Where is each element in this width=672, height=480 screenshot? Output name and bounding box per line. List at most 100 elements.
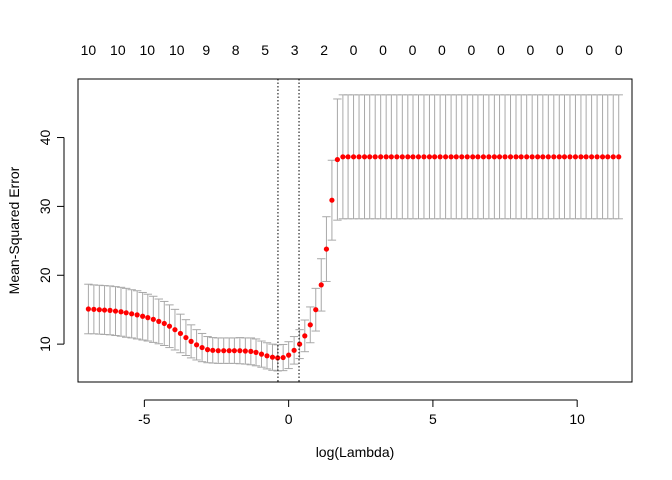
data-point	[594, 154, 600, 160]
data-point	[399, 154, 405, 160]
x-axis: -5 0 5 10	[138, 399, 585, 427]
data-point	[193, 342, 200, 348]
plot-frame	[77, 78, 633, 383]
data-point	[415, 154, 422, 160]
data-point	[340, 154, 346, 160]
data-point	[616, 154, 622, 160]
data-point	[491, 154, 497, 160]
data-point	[448, 154, 454, 160]
data-point	[123, 310, 129, 316]
data-point	[361, 154, 368, 160]
data-point	[118, 309, 124, 315]
data-point	[437, 154, 443, 160]
top-axis-label: 9	[202, 42, 210, 58]
data-point	[518, 154, 524, 160]
data-point	[480, 154, 487, 160]
data-point	[502, 154, 508, 160]
data-point	[96, 307, 102, 313]
data-point	[177, 330, 184, 337]
data-point	[432, 154, 438, 160]
data-point	[426, 154, 433, 160]
top-axis-label: 10	[110, 42, 126, 58]
x-tick-label: 10	[569, 411, 585, 427]
data-point	[183, 334, 189, 341]
top-axis-label: 0	[615, 42, 623, 58]
data-point	[556, 154, 562, 160]
data-point	[350, 154, 357, 160]
data-point	[275, 355, 281, 361]
data-point	[475, 154, 481, 160]
data-point	[297, 341, 303, 347]
data-point	[507, 154, 514, 160]
data-point	[513, 154, 519, 160]
data-point	[242, 348, 248, 354]
data-point	[204, 347, 211, 353]
x-axis-title: log(Lambda)	[316, 444, 395, 460]
data-point	[372, 154, 378, 160]
data-point	[313, 307, 319, 313]
data-point	[589, 154, 595, 160]
data-point	[286, 352, 292, 358]
data-point	[221, 348, 227, 354]
top-axis-labels: 10 10 10 10 9 8 5 3 2 0 0 0 0 0 0 0 0 0 0	[81, 42, 623, 58]
data-point	[85, 306, 91, 312]
data-point	[134, 312, 140, 318]
data-point	[610, 154, 616, 160]
data-points	[85, 154, 622, 361]
data-point	[129, 311, 135, 317]
data-point	[329, 197, 335, 203]
x-tick-label: -5	[138, 411, 151, 427]
data-point	[567, 154, 573, 160]
data-point	[388, 154, 394, 160]
data-point	[264, 353, 270, 359]
data-point	[496, 154, 503, 160]
data-point	[410, 154, 416, 160]
top-axis-label: 0	[438, 42, 446, 58]
data-point	[237, 348, 243, 354]
data-point	[140, 313, 146, 319]
top-axis-label: 3	[291, 42, 299, 58]
top-axis-label: 0	[379, 42, 387, 58]
top-axis-label: 0	[556, 42, 564, 58]
y-tick-label: 10	[37, 336, 53, 352]
data-point	[112, 308, 119, 314]
data-point	[150, 316, 156, 322]
data-point	[323, 246, 330, 252]
data-point	[486, 154, 492, 160]
top-axis-label: 0	[409, 42, 417, 58]
data-point	[535, 154, 541, 160]
data-point	[231, 348, 237, 354]
data-point	[540, 154, 546, 160]
data-point	[394, 154, 400, 160]
data-point	[258, 351, 265, 357]
y-tick-label: 20	[37, 267, 53, 283]
data-point	[561, 154, 568, 160]
data-point	[578, 154, 584, 160]
data-point	[378, 154, 384, 160]
data-point	[199, 344, 205, 351]
data-point	[307, 322, 313, 328]
data-point	[91, 306, 97, 312]
data-point	[248, 348, 254, 354]
y-tick-label: 40	[37, 130, 53, 146]
data-point	[226, 348, 232, 354]
top-axis-label: 0	[585, 42, 593, 58]
top-axis-label: 10	[81, 42, 97, 58]
top-axis-label: 0	[350, 42, 358, 58]
x-tick-label: 0	[285, 411, 293, 427]
data-point	[215, 348, 221, 354]
top-axis-label: 0	[497, 42, 505, 58]
data-point	[605, 154, 611, 160]
data-point	[583, 154, 589, 160]
data-point	[383, 154, 389, 160]
data-point	[145, 315, 151, 321]
data-point	[470, 154, 476, 160]
data-point	[280, 354, 286, 361]
data-point	[524, 154, 530, 160]
y-tick-label: 30	[37, 198, 53, 214]
y-axis: 10 20 30 40	[37, 130, 65, 352]
data-point	[210, 347, 216, 353]
data-point	[318, 282, 324, 288]
top-axis-label: 0	[526, 42, 534, 58]
